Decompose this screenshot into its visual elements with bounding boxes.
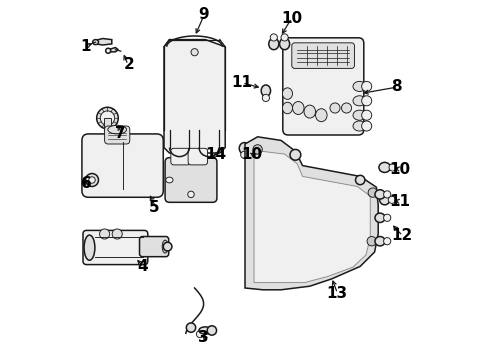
Circle shape <box>281 34 288 41</box>
Ellipse shape <box>353 81 366 91</box>
Text: 11: 11 <box>389 194 410 209</box>
Circle shape <box>241 151 248 158</box>
FancyBboxPatch shape <box>283 38 364 135</box>
FancyBboxPatch shape <box>82 134 163 197</box>
FancyBboxPatch shape <box>188 148 208 165</box>
Text: 8: 8 <box>391 79 401 94</box>
Ellipse shape <box>353 110 366 120</box>
Text: 11: 11 <box>231 75 252 90</box>
Ellipse shape <box>384 238 391 245</box>
Polygon shape <box>108 48 118 52</box>
Ellipse shape <box>199 327 212 334</box>
Text: 7: 7 <box>116 126 126 141</box>
Ellipse shape <box>375 190 385 199</box>
Circle shape <box>362 110 372 120</box>
Circle shape <box>342 103 351 113</box>
Text: 4: 4 <box>137 259 147 274</box>
Ellipse shape <box>380 195 390 205</box>
Circle shape <box>253 145 262 154</box>
Circle shape <box>362 81 372 91</box>
FancyBboxPatch shape <box>83 230 148 265</box>
Ellipse shape <box>389 164 396 171</box>
Circle shape <box>262 94 270 102</box>
Text: 1: 1 <box>81 39 91 54</box>
Text: 9: 9 <box>198 7 209 22</box>
Ellipse shape <box>93 40 98 45</box>
Circle shape <box>186 323 196 332</box>
Text: 14: 14 <box>206 147 227 162</box>
Ellipse shape <box>384 214 391 221</box>
Text: 10: 10 <box>242 147 263 162</box>
Circle shape <box>100 111 115 125</box>
Bar <box>104 118 111 130</box>
FancyBboxPatch shape <box>292 43 354 68</box>
Ellipse shape <box>375 213 385 222</box>
Ellipse shape <box>379 162 391 172</box>
Circle shape <box>207 326 217 335</box>
Circle shape <box>99 229 110 239</box>
Circle shape <box>362 121 372 131</box>
Circle shape <box>112 229 122 239</box>
Circle shape <box>89 177 95 183</box>
Ellipse shape <box>293 102 304 114</box>
Ellipse shape <box>84 235 95 260</box>
Circle shape <box>290 149 301 160</box>
Circle shape <box>368 188 377 197</box>
Ellipse shape <box>353 121 366 131</box>
FancyBboxPatch shape <box>104 126 130 144</box>
Text: 10: 10 <box>389 162 410 177</box>
Ellipse shape <box>108 125 126 134</box>
FancyBboxPatch shape <box>140 237 169 257</box>
Circle shape <box>367 237 376 246</box>
Circle shape <box>86 174 98 186</box>
Ellipse shape <box>282 88 293 99</box>
Circle shape <box>330 103 340 113</box>
Polygon shape <box>254 151 370 283</box>
Text: 6: 6 <box>80 176 91 191</box>
Polygon shape <box>96 39 112 45</box>
Text: 2: 2 <box>123 57 134 72</box>
Circle shape <box>196 330 204 338</box>
Ellipse shape <box>353 96 366 106</box>
Ellipse shape <box>106 48 111 53</box>
Circle shape <box>270 34 277 41</box>
Ellipse shape <box>304 105 316 118</box>
Text: 12: 12 <box>391 228 412 243</box>
Text: 3: 3 <box>198 330 209 345</box>
Ellipse shape <box>384 191 391 198</box>
Polygon shape <box>164 40 225 153</box>
Circle shape <box>188 191 194 198</box>
Circle shape <box>388 196 395 203</box>
Ellipse shape <box>280 38 290 50</box>
Ellipse shape <box>282 102 293 114</box>
Ellipse shape <box>375 237 385 246</box>
Ellipse shape <box>261 85 270 96</box>
Ellipse shape <box>162 240 168 253</box>
Ellipse shape <box>269 38 279 50</box>
Ellipse shape <box>166 177 173 183</box>
Ellipse shape <box>316 109 327 122</box>
Text: 13: 13 <box>326 286 347 301</box>
Circle shape <box>356 175 365 185</box>
FancyBboxPatch shape <box>171 148 190 165</box>
Ellipse shape <box>239 143 249 154</box>
Circle shape <box>163 242 172 251</box>
Circle shape <box>191 49 198 56</box>
Text: 10: 10 <box>281 10 302 26</box>
Text: 5: 5 <box>149 199 160 215</box>
Circle shape <box>362 96 372 106</box>
Circle shape <box>97 107 118 129</box>
FancyBboxPatch shape <box>165 158 217 202</box>
Polygon shape <box>245 137 378 290</box>
